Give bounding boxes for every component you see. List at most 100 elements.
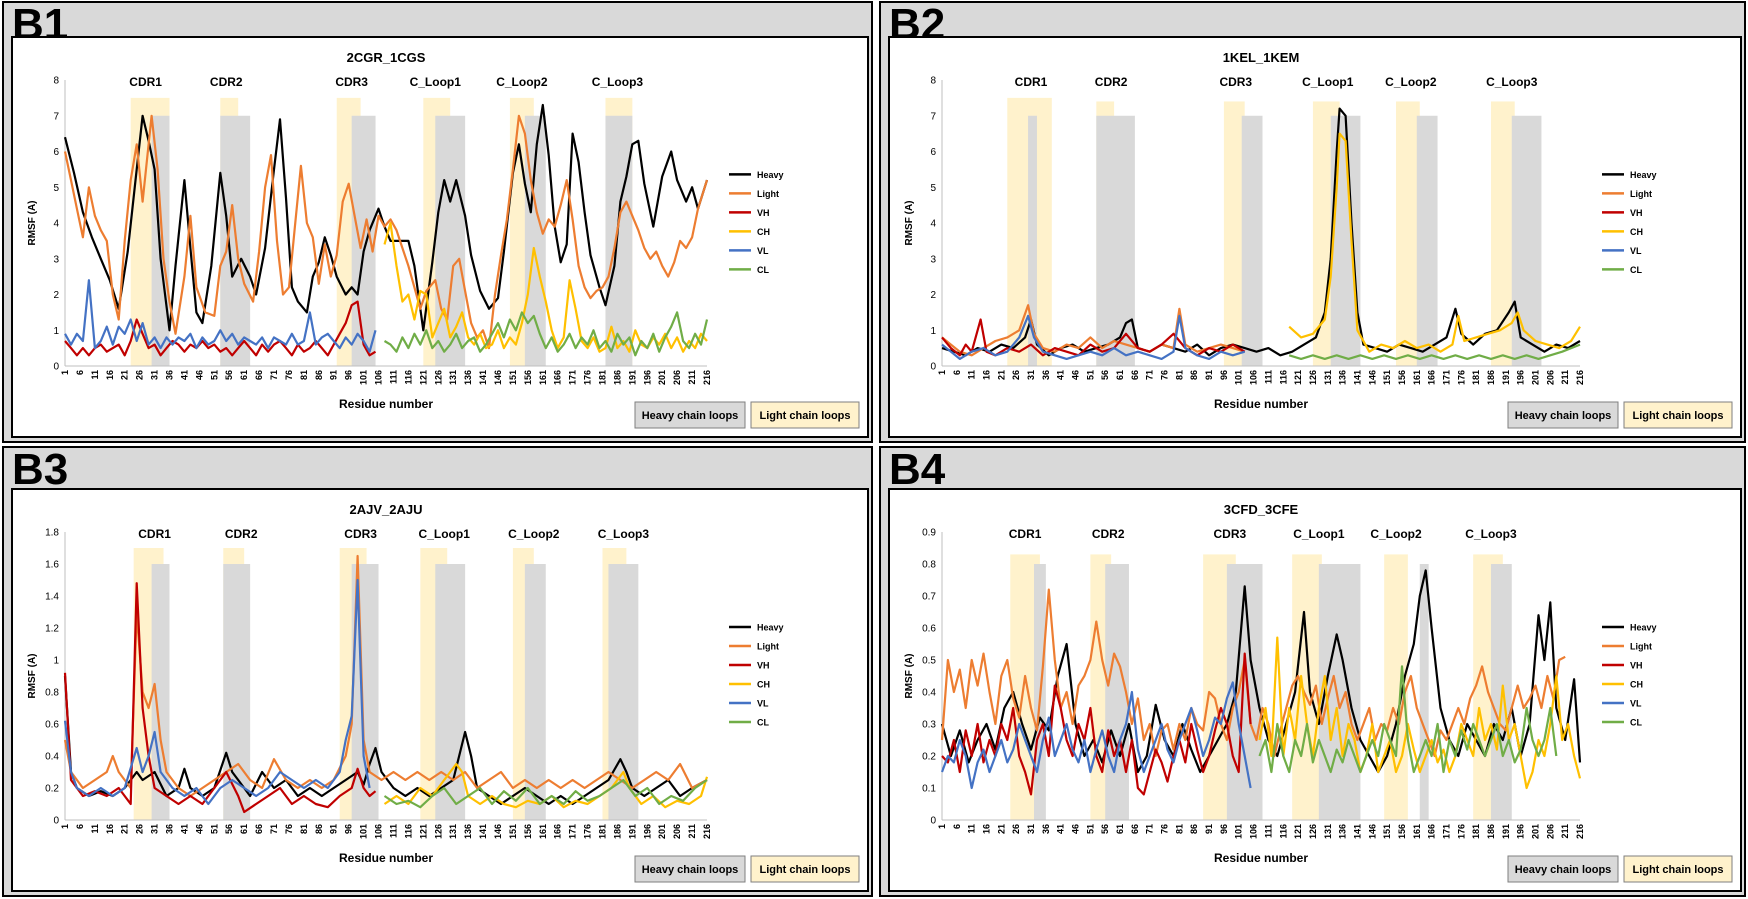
x-tick-label: 116 (1278, 370, 1288, 385)
y-tick-label: 0 (930, 362, 936, 373)
y-tick-label: 4 (53, 219, 59, 230)
legend-label: CH (1630, 227, 1643, 237)
x-tick-label: 96 (344, 370, 354, 380)
x-tick-label: 161 (538, 824, 548, 839)
x-tick-label: 166 (1427, 824, 1437, 839)
heavy-chain-loop-region (1511, 115, 1542, 366)
heavy-chain-loops-label: Heavy chain loops (1515, 410, 1612, 422)
x-tick-label: 171 (568, 370, 578, 385)
panel-b4: B4 3CFD_3CFE CDR1 CDR2 CDR3 C_Loop1 C_Loop2 C_… (879, 446, 1746, 897)
series-line-heavy (63, 103, 709, 332)
legend-label: VH (757, 208, 770, 218)
x-tick-label: 201 (1530, 370, 1540, 385)
loop-label: C_Loop3 (592, 75, 644, 89)
legend-label: CL (757, 265, 769, 275)
y-tick-label: 1.4 (45, 592, 59, 603)
x-tick-label: 41 (179, 370, 189, 380)
heavy-chain-loop-region (1419, 564, 1429, 820)
x-tick-label: 76 (284, 824, 294, 834)
x-tick-label: 31 (1026, 824, 1036, 834)
x-tick-label: 106 (374, 824, 384, 839)
x-tick-label: 26 (1011, 370, 1021, 380)
x-tick-label: 26 (1011, 824, 1021, 834)
light-chain-loop-region (1490, 101, 1515, 366)
x-tick-label: 191 (627, 824, 637, 839)
y-tick-label: 0.4 (45, 752, 59, 763)
x-tick-label: 71 (1145, 370, 1155, 380)
x-tick-label: 161 (1412, 824, 1422, 839)
x-tick-label: 21 (996, 824, 1006, 834)
x-tick-label: 196 (1516, 370, 1526, 385)
legend-label: VH (1630, 208, 1643, 218)
loop-label: CDR3 (335, 75, 368, 89)
x-tick-label: 101 (1234, 824, 1244, 839)
x-axis-title: Residue number (339, 397, 433, 411)
x-tick-label: 121 (1293, 824, 1303, 839)
x-tick-label: 201 (1530, 824, 1540, 839)
x-tick-label: 91 (1204, 370, 1214, 380)
x-tick-label: 56 (224, 370, 234, 380)
y-tick-label: 0.2 (45, 784, 59, 795)
loop-regions (1010, 554, 1512, 820)
x-tick-label: 141 (478, 824, 488, 839)
x-tick-label: 86 (1189, 370, 1199, 380)
x-tick-label: 6 (952, 824, 962, 829)
x-tick-label: 201 (657, 370, 667, 385)
x-tick-label: 71 (269, 824, 279, 834)
panel-b1: B1 2CGR_1CGS CDR1 CDR2 CDR3 C_Loop1 C_Loop2 C_… (2, 1, 873, 443)
x-tick-label: 151 (508, 824, 518, 839)
y-tick-label: 0.1 (922, 784, 936, 795)
x-tick-label: 126 (433, 824, 443, 839)
rmsf-chart: 3CFD_3CFE CDR1 CDR2 CDR3 C_Loop1 C_Loop2 C_Loo… (904, 502, 1733, 883)
y-tick-label: 0.7 (922, 592, 936, 603)
x-tick-label: 61 (1115, 824, 1125, 834)
x-tick-label: 186 (612, 824, 622, 839)
chart-title: 2AJV_2AJU (350, 502, 423, 517)
y-tick-label: 6 (53, 147, 59, 158)
x-tick-label: 61 (1115, 370, 1125, 380)
loop-label: C_Loop2 (1385, 75, 1437, 89)
y-tick-label: 3 (53, 254, 59, 265)
x-tick-label: 106 (374, 370, 384, 385)
loop-label: C_Loop2 (508, 527, 560, 541)
x-tick-label: 16 (982, 370, 992, 380)
x-tick-label: 66 (254, 370, 264, 380)
x-tick-label: 31 (150, 370, 160, 380)
x-tick-label: 136 (463, 824, 473, 839)
x-tick-label: 196 (1516, 824, 1526, 839)
x-tick-label: 166 (553, 370, 563, 385)
legend-label: VL (1630, 699, 1642, 709)
series-line-ch (1288, 132, 1581, 353)
x-tick-label: 11 (967, 370, 977, 380)
x-tick-label: 96 (1219, 824, 1229, 834)
y-tick-label: 2 (930, 290, 936, 301)
series-line-heavy (63, 675, 708, 806)
loop-label: CDR2 (1092, 527, 1125, 541)
x-tick-label: 46 (194, 824, 204, 834)
x-tick-label: 136 (463, 370, 473, 385)
legend-label: Light (757, 642, 779, 652)
panel-label: B3 (12, 445, 69, 494)
heavy-chain-loops-label: Heavy chain loops (1515, 864, 1612, 876)
light-chain-loops-key (1623, 855, 1733, 883)
x-tick-label: 101 (359, 824, 369, 839)
x-tick-label: 31 (150, 824, 160, 834)
x-tick-label: 151 (1382, 370, 1392, 385)
x-tick-label: 41 (179, 824, 189, 834)
y-tick-label: 0.6 (922, 624, 936, 635)
loop-label: C_Loop3 (1486, 75, 1538, 89)
x-tick-label: 136 (1338, 370, 1348, 385)
x-tick-label: 51 (1085, 824, 1095, 834)
x-tick-label: 26 (135, 824, 145, 834)
heavy-chain-loop-region (223, 564, 251, 820)
x-tick-label: 91 (329, 370, 339, 380)
chart-box: 3CFD_3CFE CDR1 CDR2 CDR3 C_Loop1 C_Loop2 C_Loo… (888, 488, 1742, 892)
x-tick-label: 156 (523, 370, 533, 385)
x-tick-label: 176 (583, 370, 593, 385)
x-tick-label: 206 (1545, 824, 1555, 839)
series-line-light (63, 114, 709, 350)
x-tick-label: 206 (1545, 370, 1555, 385)
y-tick-label: 8 (53, 76, 59, 87)
y-axis-title: RMSF (A) (904, 654, 915, 699)
x-tick-label: 121 (418, 824, 428, 839)
